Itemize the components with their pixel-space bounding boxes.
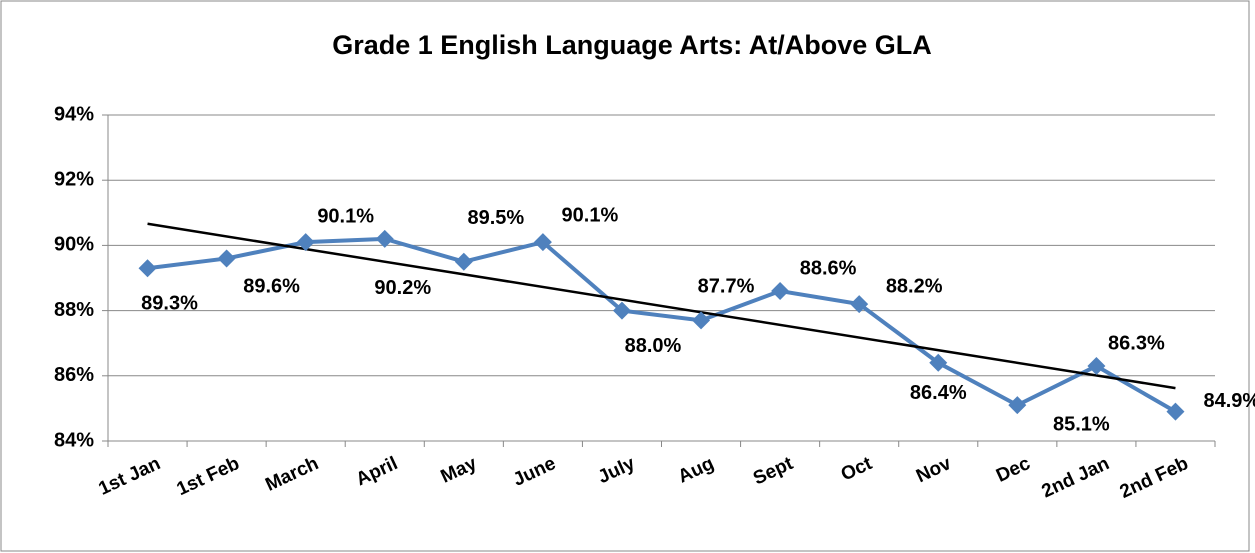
- data-label: 89.6%: [243, 276, 300, 298]
- data-label: 89.5%: [467, 207, 524, 229]
- data-label: 89.3%: [141, 293, 198, 315]
- trendline: [147, 222, 1176, 390]
- y-tick-label: 92%: [54, 168, 94, 190]
- marker: [612, 301, 631, 320]
- data-label: 86.4%: [910, 382, 967, 404]
- y-tick-label: 86%: [54, 364, 94, 386]
- marker: [533, 233, 552, 252]
- marker: [692, 311, 711, 330]
- marker: [1166, 402, 1185, 421]
- data-label: 88.6%: [800, 257, 857, 279]
- series-line: [147, 236, 1177, 414]
- chart-title: Grade 1 English Language Arts: At/Above …: [332, 30, 932, 60]
- marker: [929, 353, 948, 372]
- marker: [771, 282, 790, 301]
- marker: [138, 259, 157, 278]
- data-label: 84.9%: [1203, 390, 1255, 412]
- y-tick-label: 84%: [54, 429, 94, 451]
- data-label: 90.2%: [374, 277, 431, 299]
- data-label: 85.1%: [1053, 413, 1110, 435]
- y-tick-label: 88%: [54, 299, 94, 321]
- marker: [1087, 357, 1106, 376]
- marker: [375, 229, 394, 248]
- data-label: 90.1%: [317, 205, 374, 227]
- marker: [850, 295, 869, 314]
- marker: [217, 249, 236, 268]
- y-tick-label: 90%: [54, 234, 94, 256]
- data-label: 88.2%: [886, 275, 943, 297]
- data-label: 90.1%: [562, 204, 619, 226]
- marker: [1008, 396, 1027, 415]
- y-tick-label: 94%: [54, 103, 94, 125]
- data-label: 88.0%: [625, 335, 682, 357]
- marker: [296, 233, 315, 252]
- marker: [454, 252, 473, 271]
- data-label: 87.7%: [698, 276, 755, 298]
- data-label: 86.3%: [1108, 332, 1165, 354]
